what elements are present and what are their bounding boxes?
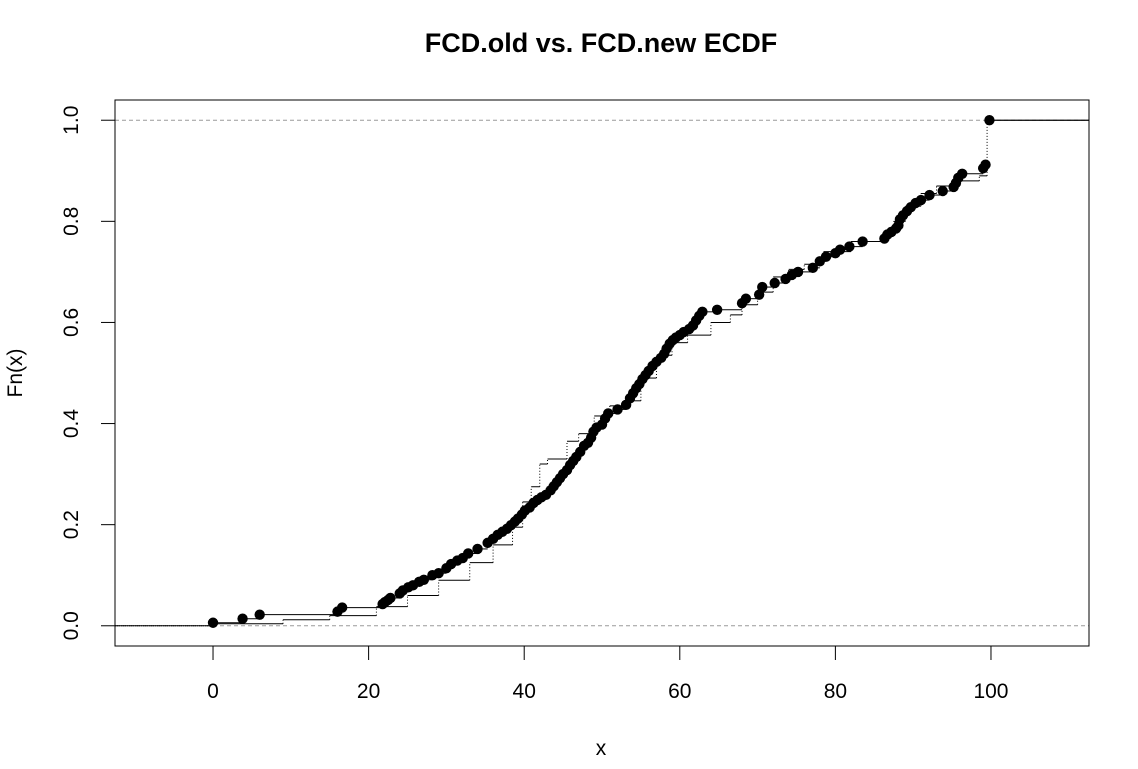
ecdf-point: [472, 543, 483, 555]
plot-frame: [114, 99, 1090, 647]
ecdf-point: [336, 602, 348, 613]
y-axis-label: Fn(x): [4, 349, 27, 398]
x-tick-label: 60: [668, 680, 691, 703]
ecdf-point: [857, 236, 868, 247]
y-tick-label: 0.6: [60, 308, 83, 337]
ecdf-point: [844, 241, 855, 252]
x-axis-label: x: [596, 737, 607, 760]
ecdf-point: [612, 404, 623, 415]
ecdf-point: [237, 613, 248, 624]
ecdf-point: [792, 266, 804, 278]
ecdf-point: [462, 548, 474, 559]
x-tick-label: 80: [824, 680, 847, 703]
ecdf-point: [834, 244, 846, 255]
ecdf-point: [980, 159, 991, 170]
y-tick-label: 0.4: [60, 409, 83, 439]
y-axis: 0.0 0.2 0.4 0.6 0.8 1.0: [60, 106, 116, 640]
x-tick-label: 20: [357, 680, 380, 703]
x-tick-label: 100: [973, 680, 1008, 703]
ecdf-point: [740, 293, 752, 304]
ecdf-point: [711, 304, 723, 316]
ecdf-point: [603, 408, 614, 419]
ecdf-point: [807, 262, 819, 274]
y-tick-label: 0.0: [60, 611, 83, 640]
ecdf-point: [433, 568, 444, 579]
ecdf-point: [254, 609, 265, 620]
reference-lines: [115, 119, 1089, 627]
y-tick-label: 1.0: [60, 106, 83, 135]
ecdf-point: [697, 306, 708, 318]
ecdf-point: [956, 168, 968, 180]
ecdf-point: [207, 617, 219, 628]
x-tick-label: 0: [207, 680, 219, 703]
y-tick-label: 0.2: [60, 510, 83, 539]
x-axis: 0 20 40 60 80 100: [207, 645, 1009, 703]
ecdf-point: [769, 277, 780, 289]
ecdf-point: [385, 592, 396, 604]
ecdf-point: [915, 194, 927, 206]
ecdf-point: [937, 185, 948, 197]
x-tick-label: 40: [513, 680, 536, 703]
ecdf-point: [924, 189, 935, 201]
ecdf-point: [418, 574, 430, 585]
chart-title: FCD.old vs. FCD.new ECDF: [425, 28, 778, 58]
ecdf-point: [757, 281, 768, 293]
y-tick-label: 0.8: [60, 207, 83, 236]
ecdf-point: [984, 115, 995, 126]
ecdf-points: [115, 115, 1089, 628]
ecdf-point: [820, 251, 832, 262]
